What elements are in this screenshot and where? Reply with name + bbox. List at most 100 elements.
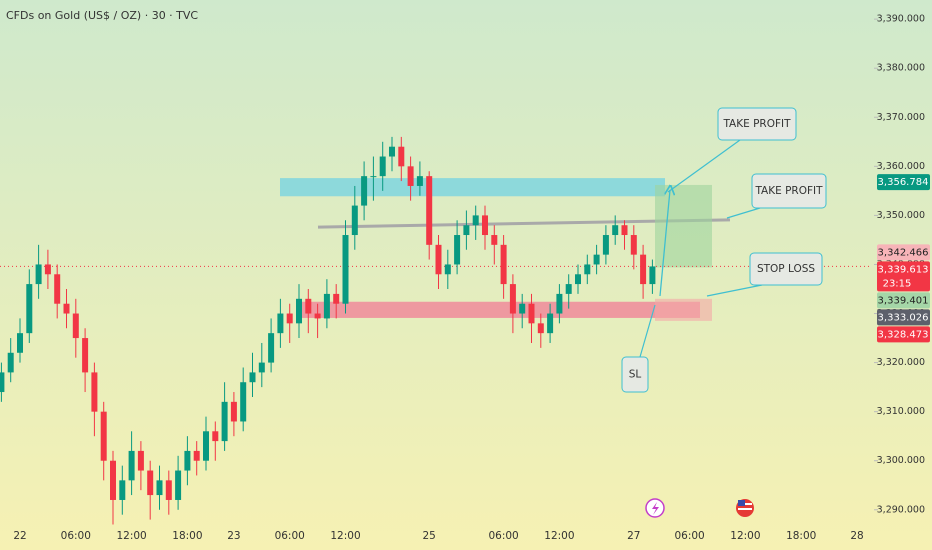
y-tick-label: 3,300.000	[877, 455, 925, 466]
price-label: 3,339.613	[878, 264, 929, 275]
x-tick-label: 25	[423, 530, 436, 542]
candle-body	[54, 274, 61, 304]
candle-body	[537, 323, 544, 334]
x-tick-label: 12:00	[544, 530, 574, 542]
candle-body	[575, 274, 581, 285]
candle-body	[528, 303, 535, 324]
candle-body	[602, 235, 609, 255]
candle-body	[621, 225, 628, 236]
candle-body	[472, 215, 479, 226]
candle-body	[82, 338, 89, 373]
candle-body	[491, 235, 498, 245]
callout-pointer	[706, 284, 763, 297]
candle-body	[156, 480, 163, 496]
y-tick-label: 3,360.000	[877, 161, 925, 172]
candle-body	[333, 293, 340, 304]
candle-body	[72, 313, 79, 339]
candle-body	[63, 303, 70, 314]
callout-text: SL	[629, 369, 642, 381]
candle-body	[361, 176, 368, 206]
x-tick-label: 06:00	[674, 530, 704, 542]
countdown: 23:15	[883, 278, 912, 289]
chart-title: CFDs on Gold (US$ / OZ) · 30 · TVC	[6, 9, 198, 22]
callout-box	[717, 107, 797, 141]
x-tick-label: 12:00	[116, 530, 146, 542]
candle-body	[137, 450, 144, 471]
x-tick-label: 06:00	[61, 530, 91, 542]
candle-body	[547, 313, 554, 334]
candle-body	[296, 298, 302, 324]
y-tick-label: 3,290.000	[877, 504, 925, 515]
x-tick-label: 18:00	[172, 530, 202, 542]
candle-body	[370, 176, 377, 178]
candle-body	[500, 244, 507, 285]
candle-body	[26, 284, 33, 334]
x-tick-label: 22	[13, 530, 26, 542]
x-tick-label: 12:00	[330, 530, 360, 542]
candle-body	[100, 411, 107, 461]
candle-body	[91, 372, 98, 412]
candle-body	[221, 401, 228, 442]
candle-body	[509, 284, 516, 314]
x-tick-label: 27	[627, 530, 640, 542]
candle-body	[212, 431, 219, 442]
candle-body	[463, 225, 470, 236]
price-label: 3,356.784	[878, 177, 929, 188]
callout-pointer	[639, 304, 656, 358]
candle-body	[593, 254, 600, 265]
candle-body	[305, 298, 312, 314]
price-label-bg	[877, 309, 930, 326]
price-label-bg	[877, 292, 930, 309]
y-tick-label: 3,390.000	[877, 14, 925, 25]
callout-text: STOP LOSS	[757, 263, 815, 275]
candle-body	[584, 264, 591, 275]
candle-body	[398, 146, 405, 167]
candle-body	[482, 215, 488, 236]
x-tick-label: 06:00	[275, 530, 305, 542]
candle-body	[119, 480, 126, 500]
candle-body	[426, 176, 433, 245]
candle-body	[556, 293, 563, 314]
x-tick-label: 12:00	[730, 530, 760, 542]
candle-body	[389, 146, 395, 157]
candle-body	[519, 303, 526, 314]
zone	[297, 301, 700, 318]
candle-body	[175, 470, 182, 500]
candle-body	[128, 450, 135, 481]
candle-body	[342, 235, 349, 304]
price-label: 3,328.473	[878, 329, 929, 340]
price-label-bg	[877, 326, 930, 343]
price-label-bg	[877, 261, 930, 292]
y-tick-label: 3,350.000	[877, 210, 925, 221]
price-label-bg	[877, 244, 930, 261]
candle-body	[0, 372, 5, 393]
price-label: 3,333.026	[878, 312, 929, 323]
callout-text: TAKE PROFIT	[754, 185, 823, 197]
candle-body	[640, 254, 647, 285]
candle-body	[17, 333, 23, 353]
candle-body	[435, 244, 442, 275]
x-tick-label: 23	[227, 530, 240, 542]
callout-box	[749, 252, 823, 286]
candle-body	[314, 313, 321, 319]
candle-body	[379, 156, 386, 177]
candle-body	[230, 401, 237, 422]
y-tick-label: 3,380.000	[877, 63, 925, 74]
candle-body	[203, 431, 209, 461]
candle-body	[147, 470, 154, 496]
callout-box	[621, 356, 649, 393]
y-tick-label: 3,320.000	[877, 357, 925, 368]
candle-body	[277, 313, 284, 334]
x-tick-label: 06:00	[488, 530, 518, 542]
y-tick-label: 3,370.000	[877, 112, 925, 123]
callout-pointer	[667, 139, 741, 193]
plot: 3,290.000 3,300.000 3,310.000 3,320.000 3,33…	[0, 14, 930, 542]
candle-body	[249, 372, 256, 383]
candle-body	[240, 382, 247, 422]
candle-body	[565, 284, 572, 294]
candle-body	[44, 264, 51, 275]
candle-body	[268, 333, 275, 363]
stop-box	[655, 298, 712, 321]
candle-body	[165, 480, 172, 500]
